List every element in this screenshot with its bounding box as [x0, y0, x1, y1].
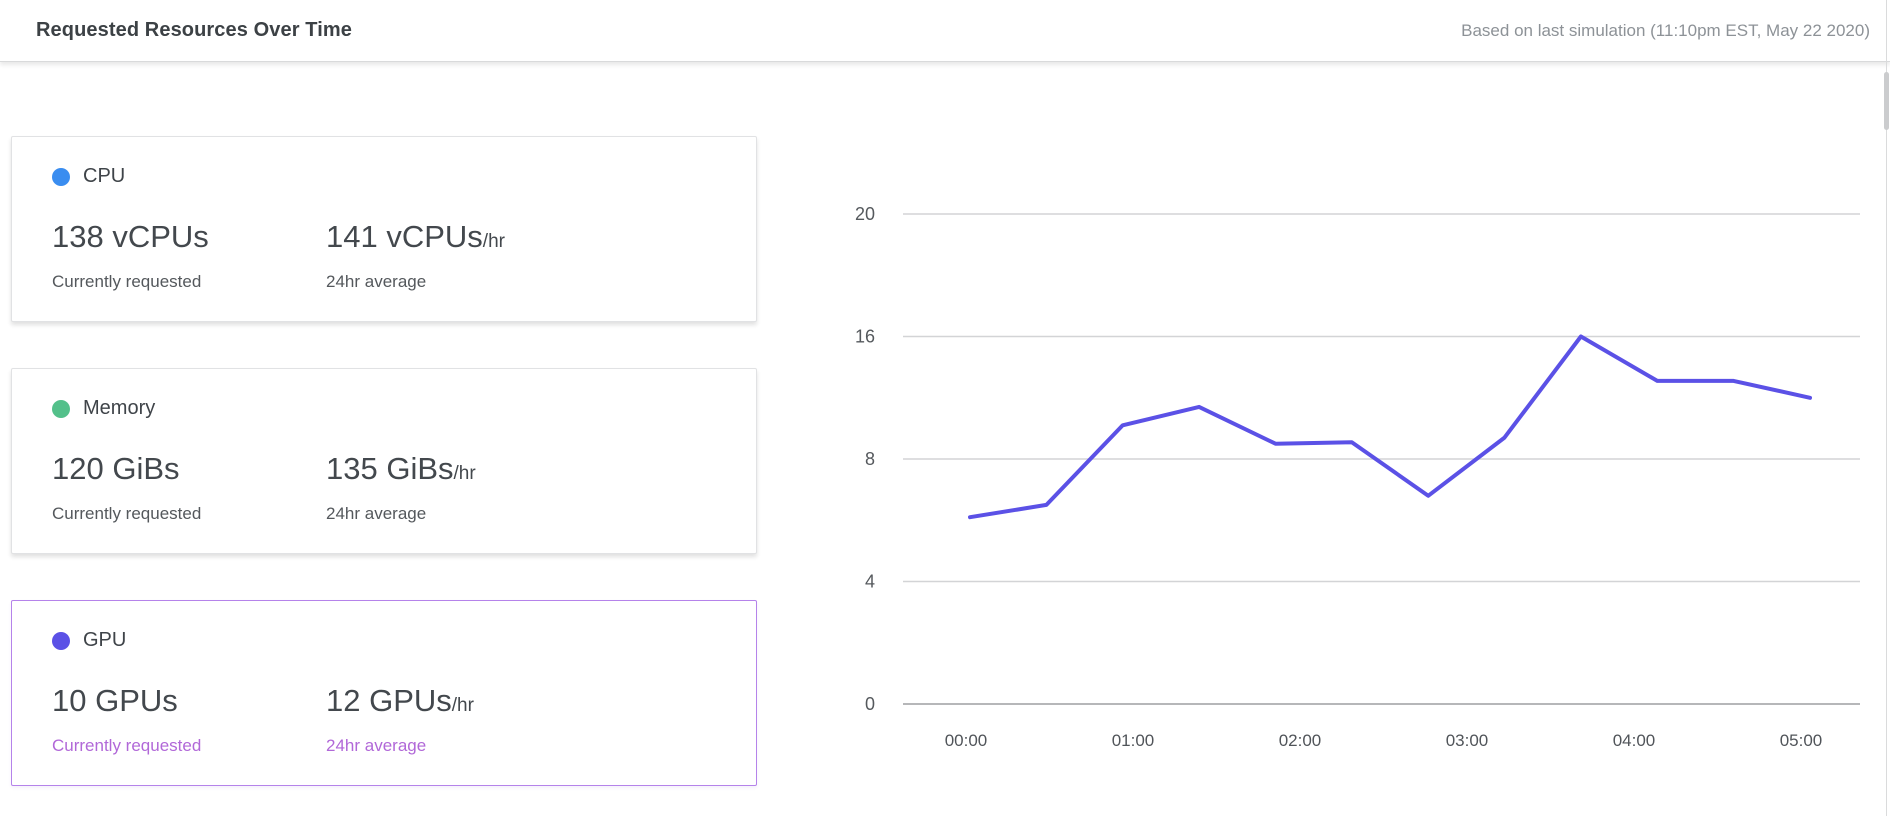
cpu-current-column: 138 vCPUs Currently requested	[52, 219, 326, 292]
y-tick-label: 8	[865, 449, 875, 469]
y-tick-label: 0	[865, 694, 875, 714]
gpu-average-number: 12 GPUs	[326, 683, 452, 718]
memory-card-values: 120 GiBs Currently requested 135 GiBs/hr…	[52, 451, 726, 524]
resource-card-memory[interactable]: Memory 120 GiBs Currently requested 135 …	[11, 368, 757, 554]
cpu-card-values: 138 vCPUs Currently requested 141 vCPUs/…	[52, 219, 726, 292]
memory-current-caption: Currently requested	[52, 504, 202, 523]
simulation-timestamp: Based on last simulation (11:10pm EST, M…	[1461, 20, 1870, 40]
gpu-average-column: 12 GPUs/hr 24hr average	[326, 683, 600, 756]
cpu-card-label: CPU	[83, 165, 126, 187]
scrollbar-thumb[interactable]	[1884, 72, 1889, 130]
memory-dot-icon	[52, 399, 70, 418]
memory-card-label: Memory	[83, 397, 156, 419]
x-tick-label: 02:00	[1279, 731, 1322, 750]
cpu-current-value: 138 vCPUs	[52, 219, 209, 254]
cpu-average-column: 141 vCPUs/hr 24hr average	[326, 219, 600, 292]
cpu-card-header: CPU	[52, 165, 726, 188]
gpu-current-value: 10 GPUs	[52, 683, 178, 718]
series-line-gpu	[968, 334, 1812, 520]
y-tick-label: 20	[855, 204, 875, 224]
scrollbar-track	[1885, 0, 1887, 816]
gpu-card-label: GPU	[83, 629, 127, 651]
gpu-card-values: 10 GPUs Currently requested 12 GPUs/hr 2…	[52, 683, 726, 756]
gpu-per-hour-suffix: /hr	[451, 695, 474, 716]
cpu-per-hour-suffix: /hr	[482, 231, 505, 252]
memory-average-number: 135 GiBs	[326, 451, 454, 486]
page-title: Requested Resources Over Time	[36, 19, 352, 41]
cpu-current-caption: Currently requested	[52, 272, 202, 291]
x-tick-label: 05:00	[1780, 731, 1823, 750]
x-tick-label: 01:00	[1112, 731, 1155, 750]
gpu-current-caption: Currently requested	[52, 736, 202, 755]
cpu-dot-icon	[52, 167, 70, 186]
gpu-current-column: 10 GPUs Currently requested	[52, 683, 326, 756]
memory-average-caption: 24hr average	[326, 504, 427, 523]
memory-current-value: 120 GiBs	[52, 451, 180, 486]
y-tick-label: 16	[855, 327, 875, 347]
cpu-average-caption: 24hr average	[326, 272, 427, 291]
x-tick-label: 00:00	[945, 731, 988, 750]
memory-per-hour-suffix: /hr	[453, 463, 476, 484]
y-tick-label: 4	[865, 572, 875, 592]
x-tick-label: 03:00	[1446, 731, 1489, 750]
cpu-average-number: 141 vCPUs	[326, 219, 483, 254]
memory-card-header: Memory	[52, 397, 726, 420]
resource-cards: CPU 138 vCPUs Currently requested 141 vC…	[11, 136, 757, 832]
resource-card-cpu[interactable]: CPU 138 vCPUs Currently requested 141 vC…	[11, 136, 757, 322]
memory-current-column: 120 GiBs Currently requested	[52, 451, 326, 524]
cpu-average-value: 141 vCPUs/hr	[326, 219, 600, 255]
gpu-dot-icon	[52, 631, 70, 650]
memory-average-column: 135 GiBs/hr 24hr average	[326, 451, 600, 524]
gpu-average-caption: 24hr average	[326, 736, 427, 755]
gpu-average-value: 12 GPUs/hr	[326, 683, 600, 719]
gpu-card-header: GPU	[52, 629, 726, 652]
resource-card-gpu[interactable]: GPU 10 GPUs Currently requested 12 GPUs/…	[11, 600, 757, 786]
memory-average-value: 135 GiBs/hr	[326, 451, 600, 487]
header: Requested Resources Over Time Based on l…	[0, 0, 1890, 62]
x-tick-label: 04:00	[1613, 731, 1656, 750]
